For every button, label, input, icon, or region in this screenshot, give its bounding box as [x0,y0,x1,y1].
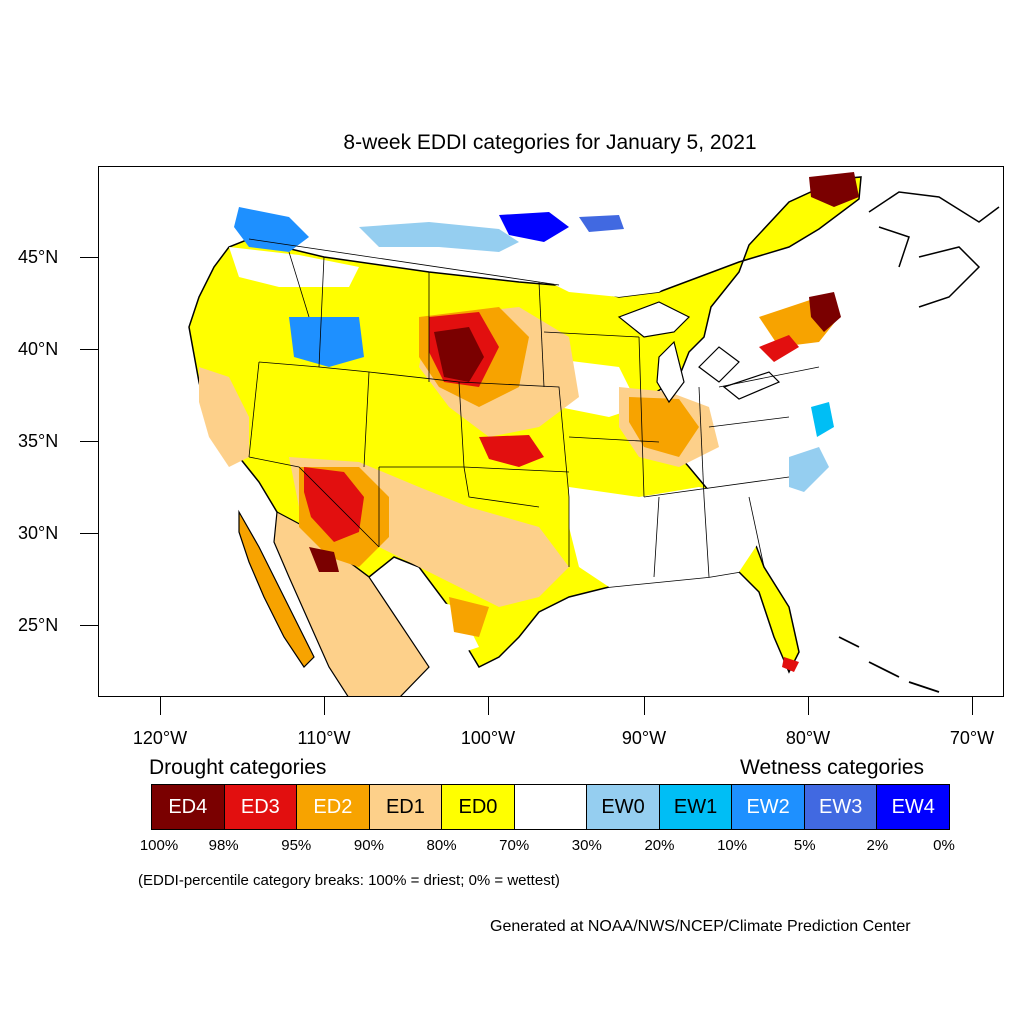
canada-coastline [868,191,1000,308]
eddi-map-canvas [188,172,1000,696]
legend-swatch: EW1 [659,785,733,829]
lon-tick [324,697,325,715]
ed2-texas-coast [449,597,489,637]
near-normal-gulf [419,597,479,657]
ed1-california [199,367,249,467]
ed3-lake-erie [759,335,799,362]
lon-tick [972,697,973,715]
break-label: 70% [499,837,530,854]
legend-swatch: ED3 [224,785,298,829]
lat-label-30: 30°N [18,523,59,543]
wetness-heading: Wetness categories [740,756,925,779]
ed4-colorado [434,327,484,382]
near-normal-southeast [569,487,769,587]
near-normal-north [539,257,679,297]
lon-tick [808,697,809,715]
baja-peninsula [238,509,315,668]
credit-text: Generated at NOAA/NWS/NCEP/Climate Predi… [490,918,911,935]
legend-swatch: ED0 [442,785,515,829]
lat-tick [80,533,98,534]
lat-tick [80,257,98,258]
lat-label-40: 40°N [18,339,59,359]
ed4-maine [809,172,859,207]
legend-swatch: EW0 [587,785,660,829]
lon-tick [160,697,161,715]
lon-label-70: 70°W [949,728,995,748]
ew-north-carolina [789,447,829,492]
category-note: (EDDI-percentile category breaks: 100% =… [138,872,560,889]
lon-tick [644,697,645,715]
lat-label-45: 45°N [18,247,59,267]
lon-label-100: 100°W [460,728,516,748]
lon-label-120: 120°W [132,728,188,748]
legend-swatch: ED4 [152,785,225,829]
caribbean-islands [838,636,940,693]
ed3-arizona [304,467,364,542]
great-lakes [617,301,781,404]
state-boundaries [248,238,820,578]
break-label: 0% [933,837,955,854]
category-legend: ED4 ED3 ED2 ED1 ED0 EW0 EW1 EW2 EW3 EW4 [151,784,950,830]
ew-washington [234,207,309,252]
break-label: 90% [353,837,384,854]
ew-idaho [289,317,364,367]
break-label: 98% [208,837,239,854]
legend-swatch: ED1 [369,785,443,829]
break-label: 5% [793,837,816,854]
lat-tick [80,625,98,626]
break-label: 100% [139,837,179,854]
lat-label-25: 25°N [18,615,59,635]
ew-great-lakes [499,212,569,242]
drought-heading: Drought categories [149,756,327,779]
lat-tick [80,349,98,350]
ed4-arizona [309,547,339,572]
break-label: 80% [426,837,457,854]
ed3-florida [782,657,799,672]
legend-swatch [514,785,588,829]
ed4-new-york [809,292,841,332]
break-label: 95% [281,837,312,854]
lon-label-80: 80°W [785,728,831,748]
lat-label-35: 35°N [18,431,59,451]
legend-swatch: EW4 [877,785,950,829]
legend-swatch: EW2 [732,785,805,829]
ew-northern-border [359,222,519,252]
ew-chesapeake [811,402,834,437]
legend-swatch: ED2 [297,785,370,829]
ew-superior-east [579,215,624,232]
legend-swatch: EW3 [804,785,878,829]
break-label: 30% [571,837,602,854]
lon-label-90: 90°W [621,728,667,748]
map-title: 8-week EDDI categories for January 5, 20… [343,131,757,154]
lat-tick [80,441,98,442]
lon-tick [488,697,489,715]
break-label: 2% [866,837,889,854]
eddi-map [98,166,1004,697]
break-label: 10% [717,837,748,854]
lon-label-110: 110°W [297,728,351,748]
ed3-kansas [479,435,544,467]
ed2-midwest [629,397,699,457]
break-label: 20% [644,837,675,854]
